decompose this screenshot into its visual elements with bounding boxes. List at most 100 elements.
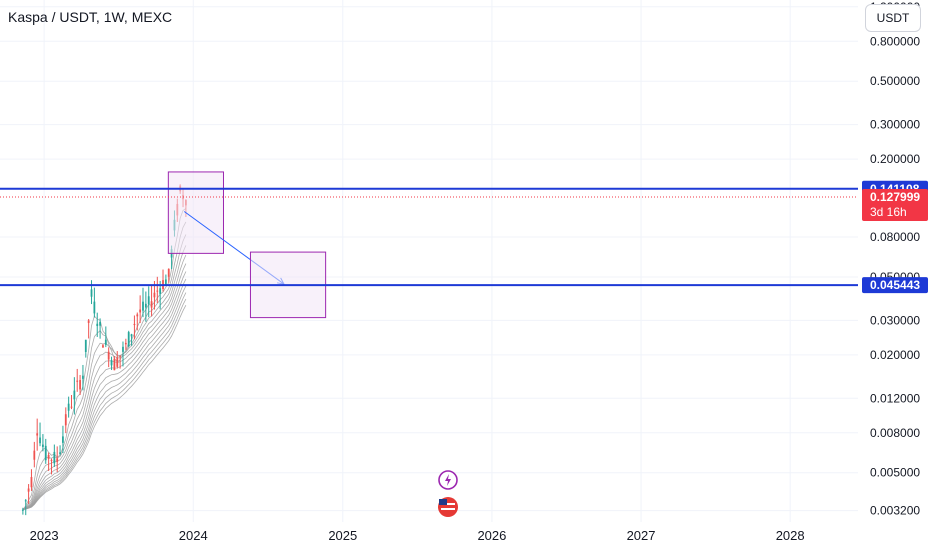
current-price-badge — [862, 189, 928, 222]
candle-body — [47, 455, 50, 459]
candle-body — [150, 301, 153, 308]
candle-body — [36, 433, 39, 436]
candle-body — [44, 445, 47, 461]
candle-body — [167, 268, 170, 277]
candle-body — [122, 346, 124, 352]
candle-body — [144, 303, 147, 308]
annotation-box — [167, 171, 224, 254]
x-tick-label: 2027 — [627, 528, 656, 543]
ema-line — [22, 263, 187, 510]
currency-button[interactable]: USDT — [865, 4, 921, 32]
level-lines — [0, 187, 858, 287]
ema-line — [22, 208, 187, 510]
level-badge — [862, 277, 928, 294]
candle-body — [73, 390, 76, 400]
candle-body — [113, 358, 116, 371]
candle-body — [96, 323, 99, 327]
candle-body — [30, 477, 33, 488]
candle-body — [164, 279, 167, 286]
y-tick-label: 0.003200 — [870, 504, 920, 518]
candle-body — [139, 309, 142, 313]
x-tick-label: 2028 — [776, 528, 805, 543]
y-tick-label: 0.500000 — [870, 74, 920, 88]
candle-body — [39, 437, 41, 444]
y-axis: 1.2000000.8000000.5000000.3000000.200000… — [870, 0, 920, 518]
y-tick-label: 0.020000 — [870, 348, 920, 362]
event-icons — [438, 470, 458, 517]
candle-body — [53, 451, 56, 464]
candle-body — [93, 301, 96, 314]
candle-body — [130, 334, 133, 337]
candle-body — [59, 452, 61, 454]
candle-body — [87, 320, 90, 323]
candle-body — [70, 406, 73, 408]
lightning-icon-bolt — [445, 474, 451, 486]
countdown-label: 3d 16h — [870, 205, 907, 219]
x-tick-label: 2026 — [477, 528, 506, 543]
candle-body — [147, 296, 150, 305]
candle-body — [153, 292, 156, 298]
candle-body — [62, 436, 64, 443]
y-tick-label: 0.005000 — [870, 466, 920, 480]
ema-line — [22, 292, 187, 510]
ema-ribbon — [22, 208, 187, 510]
level-badge-label: 0.045443 — [870, 278, 920, 292]
candle-body — [84, 339, 87, 352]
chart-title: Kaspa / USDT, 1W, MEXC — [8, 9, 173, 25]
ema-line — [22, 245, 187, 510]
ema-line — [22, 254, 187, 510]
candle-body — [104, 339, 107, 345]
candle-body — [64, 414, 67, 426]
y-tick-label: 0.200000 — [870, 152, 920, 166]
candle-body — [67, 403, 70, 411]
candle-body — [156, 290, 159, 292]
ema-line — [22, 271, 187, 510]
candle-body — [159, 288, 162, 294]
candle-body — [142, 301, 144, 311]
x-tick-label: 2025 — [328, 528, 357, 543]
candle-body — [116, 357, 119, 367]
candle-body — [119, 355, 122, 357]
candle-body — [107, 351, 110, 360]
candle-body — [127, 332, 130, 347]
y-tick-label: 0.012000 — [870, 391, 920, 405]
candle-body — [133, 323, 136, 326]
y-tick-label: 0.800000 — [870, 34, 920, 48]
candle-body — [90, 289, 93, 297]
candle-body — [102, 345, 104, 348]
candle-body — [42, 444, 44, 447]
ema-line — [22, 234, 187, 510]
candle-body — [76, 380, 79, 382]
candle-body — [110, 360, 113, 366]
us-flag-stripe — [441, 508, 455, 510]
candle-body — [24, 500, 27, 502]
ema-line — [22, 221, 187, 510]
us-flag-stripe — [441, 503, 455, 505]
candle-body — [33, 450, 36, 460]
candle-body — [50, 459, 53, 461]
candle-body — [56, 458, 59, 462]
x-tick-label: 2024 — [179, 528, 208, 543]
current-price-label: 0.127999 — [870, 190, 920, 204]
candle-body — [99, 321, 101, 326]
y-tick-label: 0.008000 — [870, 426, 920, 440]
candle-body — [27, 488, 30, 492]
candle-body — [21, 509, 24, 511]
candle-body — [124, 342, 127, 345]
ema-line — [22, 278, 187, 510]
ema-line — [22, 285, 187, 510]
us-flag-canton — [439, 499, 447, 505]
ema-line — [22, 298, 187, 510]
x-tick-label: 2023 — [30, 528, 59, 543]
candle-body — [136, 314, 139, 317]
y-tick-label: 0.080000 — [870, 230, 920, 244]
ema-line — [22, 305, 187, 510]
y-tick-label: 0.300000 — [870, 118, 920, 132]
candle-body — [79, 380, 81, 390]
gridlines — [0, 0, 858, 522]
y-tick-label: 0.030000 — [870, 313, 920, 327]
x-axis: 2023 2024 2025 2026 2027 2028 — [30, 528, 805, 543]
drawings — [167, 171, 327, 319]
